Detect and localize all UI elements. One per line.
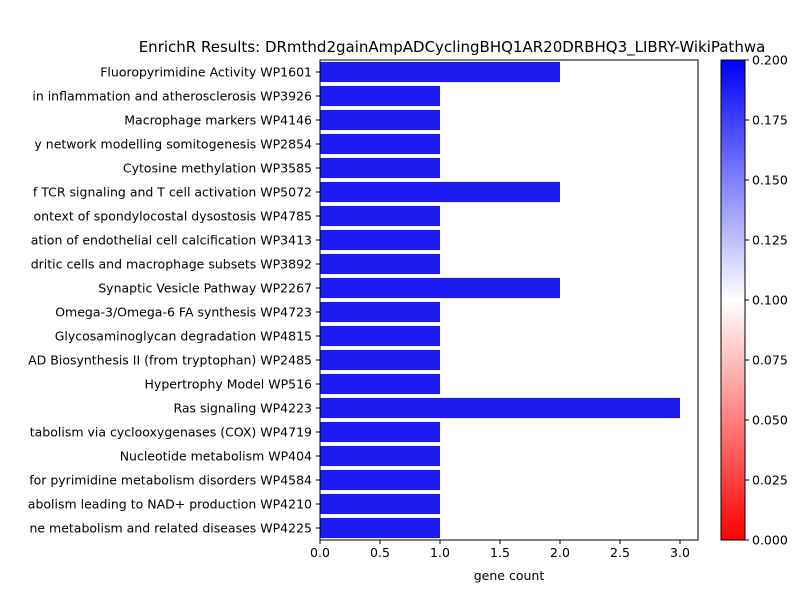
category-label: Omega-3/Omega-6 FA synthesis WP4723: [55, 305, 312, 320]
colorbar-tick-label: 0.050: [752, 413, 788, 428]
x-axis-label: gene count: [474, 568, 545, 583]
x-tick-label: 2.0: [550, 545, 570, 560]
bar: [320, 181, 560, 203]
category-labels: Fluoropyrimidine Activity WP1601 in infla…: [28, 65, 320, 536]
bar: [320, 277, 560, 299]
category-label: Macrophage markers WP4146: [124, 113, 312, 128]
colorbar-tick-label: 0.100: [752, 293, 788, 308]
colorbar-tick-label: 0.000: [752, 533, 788, 548]
category-label: Hypertrophy Model WP516: [145, 377, 313, 392]
bar: [320, 229, 440, 251]
bar: [320, 85, 440, 107]
bar: [320, 157, 440, 179]
x-tick-label: 0.5: [370, 545, 390, 560]
colorbar-ticks: 0.000 0.025 0.050 0.075 0.100 0.125 0.150 0.175…: [745, 53, 788, 548]
x-tick-label: 2.5: [610, 545, 630, 560]
bar: [320, 421, 440, 443]
category-label: f TCR signaling and T cell activation WP…: [33, 185, 312, 200]
category-label: Ras signaling WP4223: [173, 401, 312, 416]
category-label: Synaptic Vesicle Pathway WP2267: [98, 281, 312, 296]
category-label: y network modelling somitogenesis WP2854: [34, 137, 312, 152]
bar: [320, 397, 680, 419]
category-label: AD Biosynthesis II (from tryptophan) WP2…: [28, 353, 312, 368]
bar: [320, 253, 440, 275]
bar: [320, 517, 440, 539]
plot-frame: [319, 59, 699, 541]
category-label: ne metabolism and related diseases WP422…: [29, 521, 312, 536]
bar: [320, 373, 440, 395]
bar: [320, 61, 560, 83]
category-label: ation of endothelial cell calcification …: [31, 233, 312, 248]
category-label: Fluoropyrimidine Activity WP1601: [100, 65, 312, 80]
colorbar-tick-label: 0.025: [752, 473, 788, 488]
colorbar-tick-label: 0.125: [752, 233, 788, 248]
colorbar-tick-label: 0.075: [752, 353, 788, 368]
colorbar-tick-label: 0.150: [752, 173, 788, 188]
category-label: Glycosaminoglycan degradation WP4815: [55, 329, 312, 344]
category-label: ontext of spondylocostal dysostosis WP47…: [34, 209, 312, 224]
colorbar: [720, 59, 746, 541]
bars: [320, 61, 680, 539]
category-label: tabolism via cyclooxygenases (COX) WP471…: [30, 425, 312, 440]
colorbar-tick-label: 0.175: [752, 113, 788, 128]
category-label: dritic cells and macrophage subsets WP38…: [31, 257, 312, 272]
x-axis-ticks: 0.0 0.5 1.0 1.5 2.0 2.5 3.0: [310, 540, 690, 560]
bar: [320, 493, 440, 515]
colorbar-tick-label: 0.200: [752, 53, 788, 68]
x-tick-label: 0.0: [310, 545, 330, 560]
x-tick-label: 3.0: [670, 545, 690, 560]
category-label: in inflammation and atherosclerosis WP39…: [32, 89, 312, 104]
category-label: Cytosine methylation WP3585: [123, 161, 312, 176]
x-tick-label: 1.0: [430, 545, 450, 560]
bar: [320, 133, 440, 155]
category-label: Nucleotide metabolism WP404: [120, 449, 312, 464]
category-label: abolism leading to NAD+ production WP421…: [28, 497, 312, 512]
bar: [320, 445, 440, 467]
bar: [320, 469, 440, 491]
bar: [320, 325, 440, 347]
bar: [320, 205, 440, 227]
category-label: for pyrimidine metabolism disorders WP45…: [29, 473, 312, 488]
bar: [320, 349, 440, 371]
bar: [320, 109, 440, 131]
bar: [320, 301, 440, 323]
chart-title: EnrichR Results: DRmthd2gainAmpADCycling…: [139, 38, 766, 57]
x-tick-label: 1.5: [490, 545, 510, 560]
